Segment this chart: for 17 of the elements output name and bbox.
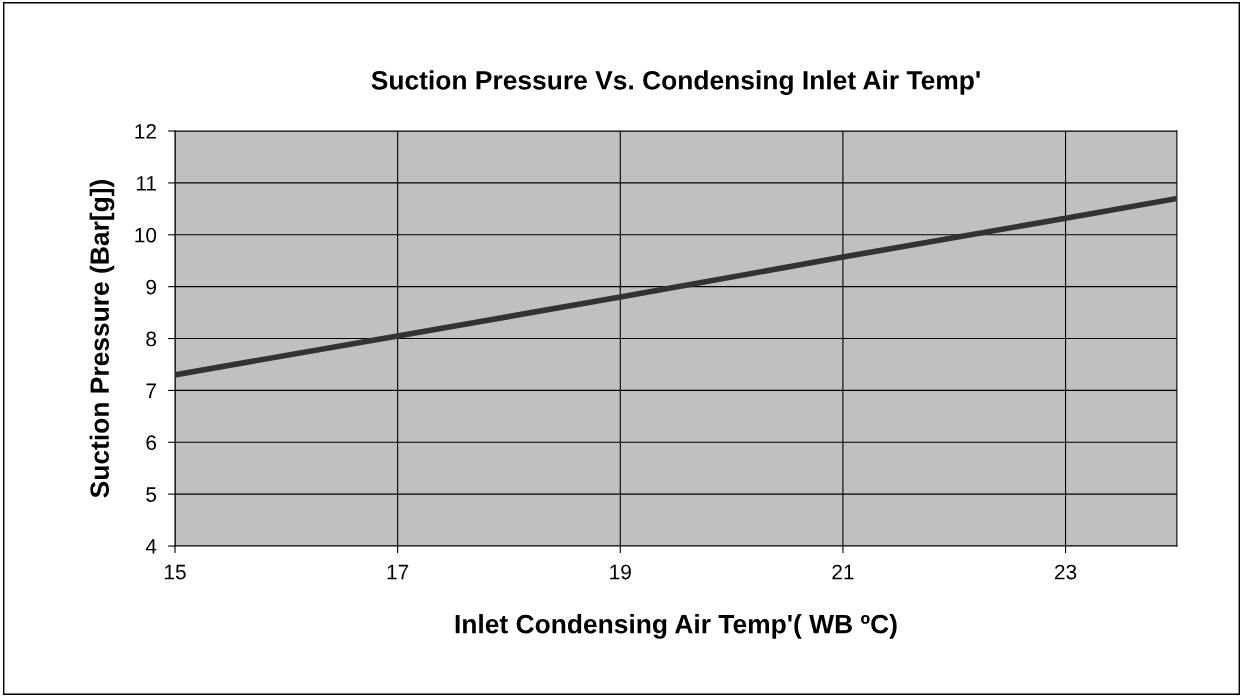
y-tick-label: 11: [136, 176, 156, 191]
chart-title: Suction Pressure Vs. Condensing Inlet Air Temp': [371, 70, 980, 95]
y-tick-label: 8: [146, 331, 157, 347]
y-tick-label: 4: [145, 539, 157, 554]
x-tick-label: 19: [610, 564, 631, 580]
y-tick-label: 10: [135, 227, 157, 243]
x-axis-title: Inlet Condensing Air Temp'( WB ºC): [455, 614, 897, 639]
x-tick-label: 15: [165, 564, 186, 580]
y-axis-title: Suction Pressure (Bar[g]): [89, 180, 115, 498]
x-tick-label: 17: [387, 564, 409, 580]
y-tick-label: 6: [146, 435, 157, 451]
y-tick-label: 12: [135, 124, 156, 139]
y-tick-label: 7: [146, 383, 156, 398]
x-tick-label: 21: [832, 564, 854, 580]
y-tick-label: 5: [146, 487, 157, 502]
x-tick-label: 23: [1055, 564, 1077, 580]
y-tick-label: 9: [146, 279, 156, 295]
